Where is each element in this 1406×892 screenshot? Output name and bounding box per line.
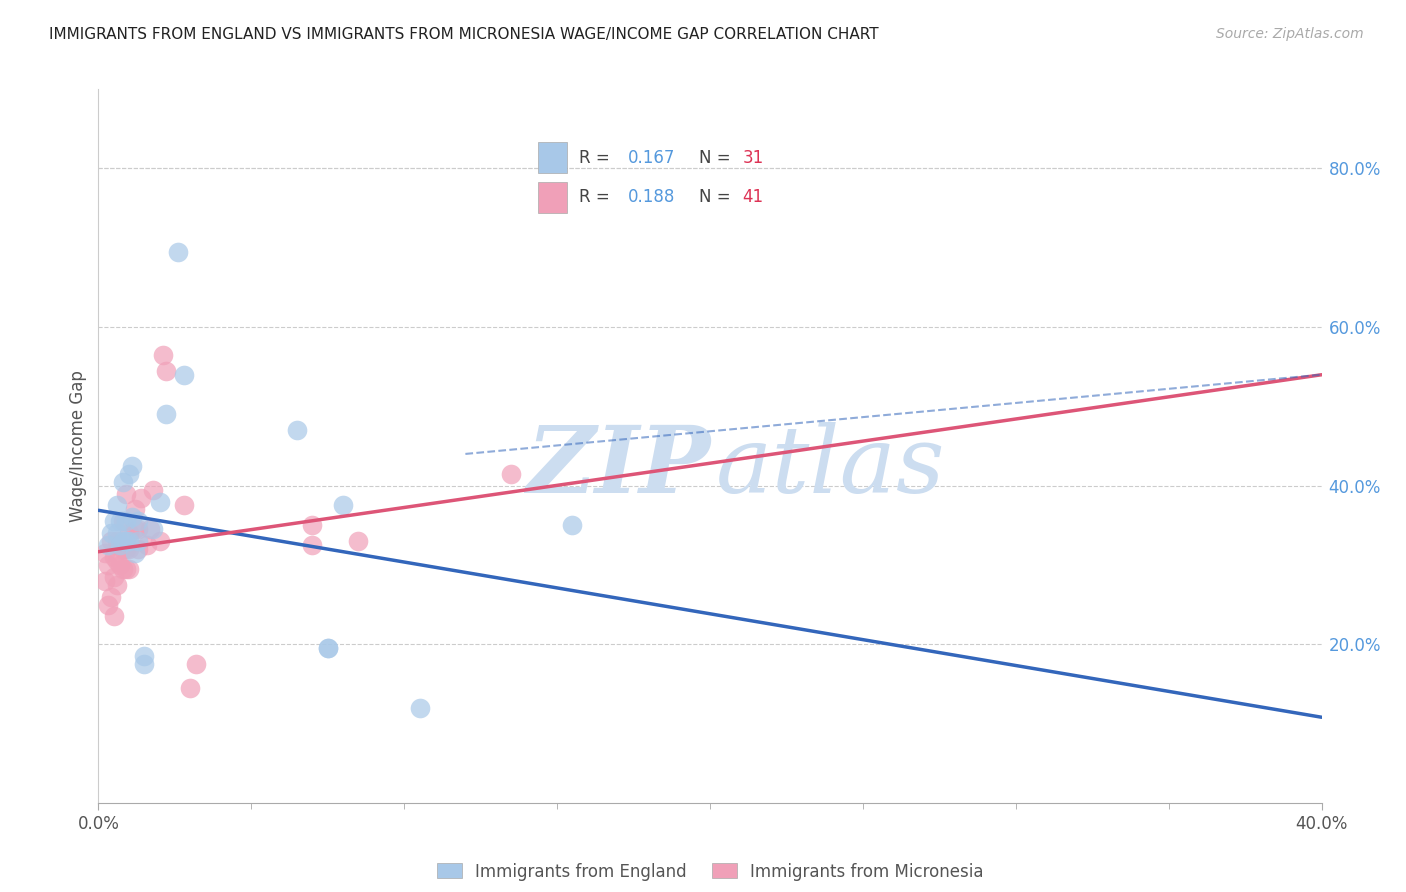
Point bbox=[561, 518, 583, 533]
Point bbox=[124, 502, 146, 516]
Point bbox=[121, 510, 143, 524]
Point bbox=[93, 546, 115, 560]
Point bbox=[134, 649, 156, 664]
Point bbox=[118, 526, 141, 541]
Point bbox=[121, 458, 143, 473]
Point bbox=[97, 558, 120, 572]
Point bbox=[115, 486, 138, 500]
Point bbox=[100, 526, 122, 541]
Point bbox=[127, 534, 149, 549]
Y-axis label: Wage/Income Gap: Wage/Income Gap bbox=[69, 370, 87, 522]
Point bbox=[149, 494, 172, 508]
Point bbox=[501, 467, 523, 481]
Point bbox=[105, 554, 128, 568]
Point bbox=[285, 423, 308, 437]
Text: IMMIGRANTS FROM ENGLAND VS IMMIGRANTS FROM MICRONESIA WAGE/INCOME GAP CORRELATIO: IMMIGRANTS FROM ENGLAND VS IMMIGRANTS FR… bbox=[49, 27, 879, 42]
Point bbox=[155, 364, 177, 378]
Point bbox=[97, 598, 120, 612]
Point bbox=[127, 522, 149, 536]
Point bbox=[118, 467, 141, 481]
Point bbox=[134, 657, 156, 671]
Point bbox=[124, 546, 146, 560]
Point bbox=[111, 542, 134, 557]
Point bbox=[103, 549, 125, 564]
Point bbox=[129, 491, 152, 505]
Point bbox=[105, 534, 128, 549]
Point bbox=[111, 514, 134, 528]
Point bbox=[105, 499, 128, 513]
Point bbox=[139, 522, 162, 536]
Point bbox=[124, 522, 146, 536]
Point bbox=[173, 368, 195, 382]
Point bbox=[118, 542, 141, 557]
Point bbox=[301, 538, 323, 552]
Point bbox=[347, 534, 370, 549]
Point bbox=[155, 407, 177, 421]
Point bbox=[136, 538, 159, 552]
Point bbox=[127, 542, 149, 557]
Point bbox=[332, 499, 354, 513]
Point bbox=[111, 562, 134, 576]
Point bbox=[173, 499, 195, 513]
Point bbox=[186, 657, 208, 671]
Point bbox=[408, 700, 430, 714]
Point bbox=[111, 475, 134, 489]
Point bbox=[103, 609, 125, 624]
Point bbox=[108, 538, 131, 552]
Point bbox=[316, 641, 339, 656]
Point bbox=[115, 562, 138, 576]
Point bbox=[142, 483, 165, 497]
Text: ZIP: ZIP bbox=[526, 423, 710, 512]
Point bbox=[115, 514, 138, 528]
Point bbox=[111, 534, 134, 549]
Point bbox=[103, 514, 125, 528]
Point bbox=[316, 641, 339, 656]
Point bbox=[115, 534, 138, 549]
Point bbox=[100, 590, 122, 604]
Point bbox=[118, 562, 141, 576]
Point bbox=[105, 526, 128, 541]
Point bbox=[179, 681, 201, 695]
Point bbox=[97, 538, 120, 552]
Point bbox=[301, 518, 323, 533]
Point bbox=[108, 558, 131, 572]
Point bbox=[105, 578, 128, 592]
Point bbox=[100, 534, 122, 549]
Point bbox=[108, 538, 131, 552]
Point bbox=[127, 514, 149, 528]
Point bbox=[167, 244, 190, 259]
Point bbox=[108, 514, 131, 528]
Point bbox=[103, 570, 125, 584]
Point bbox=[149, 534, 172, 549]
Text: Source: ZipAtlas.com: Source: ZipAtlas.com bbox=[1216, 27, 1364, 41]
Point bbox=[115, 542, 138, 557]
Text: atlas: atlas bbox=[716, 423, 946, 512]
Point bbox=[142, 522, 165, 536]
Point bbox=[118, 534, 141, 549]
Point bbox=[152, 348, 174, 362]
Legend: Immigrants from England, Immigrants from Micronesia: Immigrants from England, Immigrants from… bbox=[430, 856, 990, 888]
Point bbox=[93, 574, 115, 588]
